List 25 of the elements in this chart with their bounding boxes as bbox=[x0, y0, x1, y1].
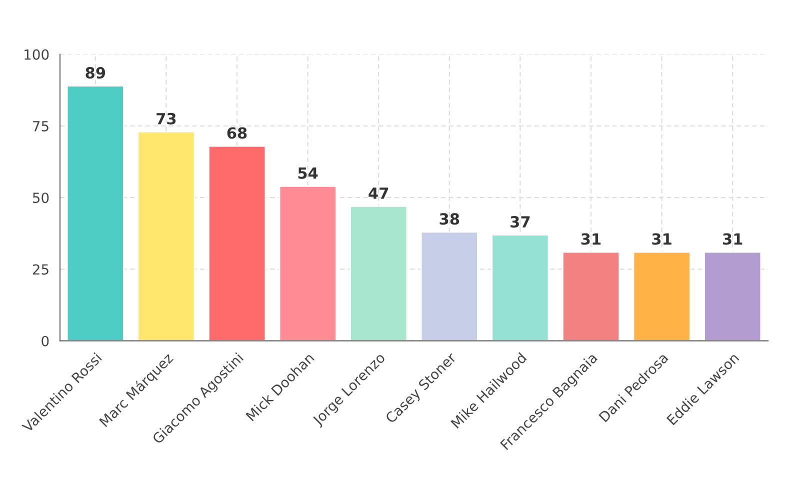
bar bbox=[704, 251, 762, 341]
bar bbox=[66, 85, 124, 341]
y-tick-label: 50 bbox=[32, 192, 49, 204]
data-label: 68 bbox=[227, 127, 247, 139]
data-label: 31 bbox=[652, 233, 672, 245]
bar bbox=[137, 131, 196, 341]
data-label: 54 bbox=[298, 168, 318, 179]
data-label: 47 bbox=[368, 188, 388, 199]
bar bbox=[350, 206, 408, 341]
data-label: 37 bbox=[510, 216, 530, 228]
bar bbox=[278, 185, 337, 341]
y-tick-label: 0 bbox=[42, 336, 49, 346]
data-label: 38 bbox=[440, 213, 460, 225]
y-tick-label: 75 bbox=[33, 121, 48, 132]
y-tick-label: 25 bbox=[32, 264, 48, 275]
data-label: 73 bbox=[156, 112, 176, 124]
bar bbox=[562, 251, 620, 341]
y-tick-label: 100 bbox=[24, 49, 49, 60]
data-label: 31 bbox=[581, 233, 601, 245]
bar bbox=[632, 251, 691, 341]
bar bbox=[491, 234, 550, 341]
bar bbox=[208, 145, 266, 341]
data-label: 89 bbox=[86, 67, 106, 79]
bar bbox=[420, 231, 478, 341]
data-label: 31 bbox=[722, 233, 742, 245]
